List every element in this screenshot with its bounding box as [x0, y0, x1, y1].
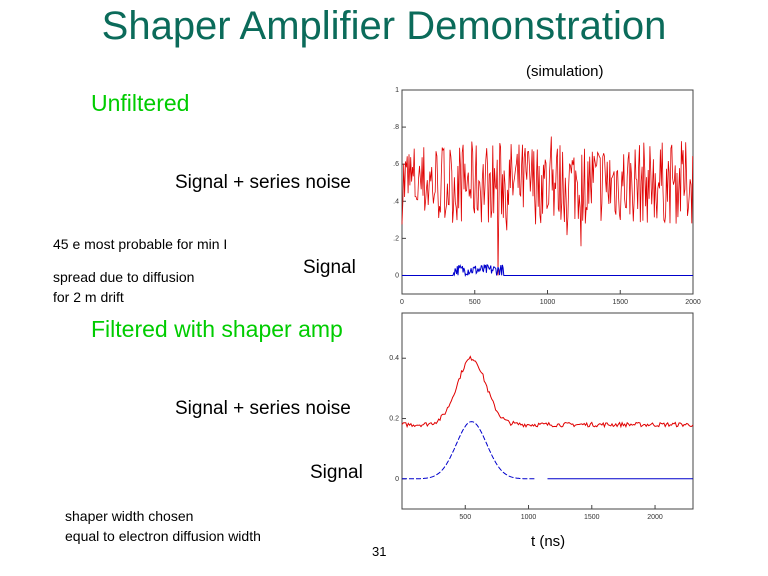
x-tick-label: 1000	[540, 299, 556, 305]
bottom-noise-label: Signal + series noise	[175, 398, 351, 419]
plot-frame	[401, 312, 694, 510]
y-tick-label: 0	[395, 476, 399, 483]
note-shaper-line1: shaper width chosen	[65, 508, 194, 524]
note-min-ionizing: 45 e most probable for min I	[53, 236, 228, 252]
x-tick-label: 500	[469, 299, 481, 305]
x-tick-label: 2000	[685, 299, 701, 305]
page-number: 31	[372, 544, 387, 559]
x-tick-label: 500	[459, 514, 471, 521]
filtered-heading: Filtered with shaper amp	[91, 316, 343, 342]
filtered-signal-series-line	[402, 421, 535, 480]
x-axis-label: t (ns)	[531, 533, 566, 550]
note-diffusion-line2: for 2 m drift	[53, 289, 124, 305]
top-signal-label: Signal	[303, 257, 356, 278]
y-tick-label: 0	[395, 272, 399, 279]
simulation-caption: (simulation)	[526, 63, 604, 80]
x-tick-label: 1500	[612, 299, 628, 305]
unfiltered-plot: 0 500 1000 1500 2000 0 .2 .4 .6 .8 1	[393, 87, 701, 305]
y-tick-label: 0.4	[389, 355, 399, 362]
x-tick-label: 1000	[521, 514, 537, 521]
note-diffusion-line1: spread due to diffusion	[53, 269, 195, 285]
y-tick-label: 0.2	[389, 416, 399, 423]
y-tick-label: .8	[393, 124, 399, 131]
y-tick-label: .4	[393, 198, 399, 205]
top-noise-label: Signal + series noise	[175, 172, 351, 193]
x-tick-label: 2000	[647, 514, 663, 521]
y-tick-label: .2	[393, 235, 399, 242]
bottom-signal-label: Signal	[310, 462, 363, 483]
y-tick-label: .6	[393, 161, 399, 168]
noise-series-line	[401, 136, 694, 276]
filtered-noise-series-line	[401, 355, 694, 429]
signal-series-line	[402, 263, 693, 277]
page-title: Shaper Amplifier Demonstration	[101, 4, 667, 48]
x-tick-label: 0	[400, 299, 404, 305]
x-tick-label: 1500	[584, 514, 600, 521]
note-shaper-line2: equal to electron diffusion width	[65, 528, 261, 544]
filtered-plot: 500 1000 1500 2000 0 0.2 0.4	[389, 312, 694, 521]
unfiltered-heading: Unfiltered	[91, 90, 190, 116]
y-tick-label: 1	[395, 87, 399, 94]
